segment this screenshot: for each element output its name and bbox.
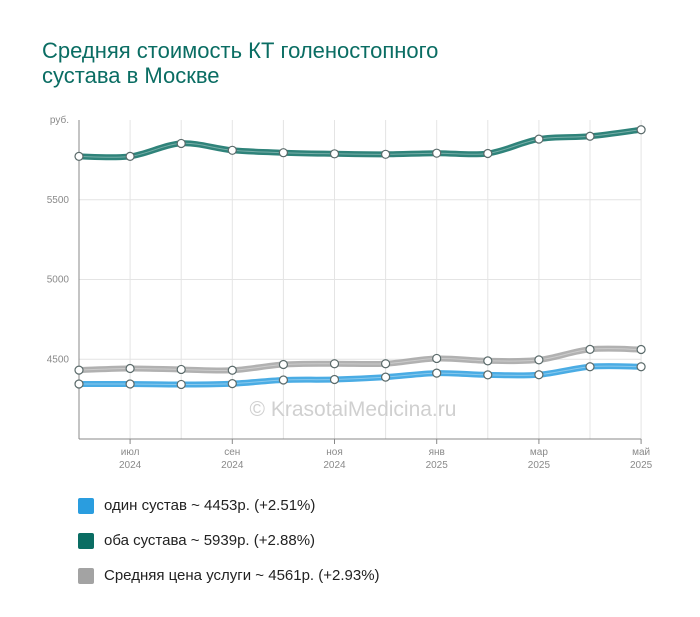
x-tick-month-3: янв bbox=[429, 447, 445, 458]
legend-swatch-2 bbox=[78, 567, 94, 584]
legend-label-2: Средняя цена услуги ~ 4561р. (+2.93%) bbox=[104, 567, 380, 584]
watermark-text: © KrasotaiMedicina.ru bbox=[250, 398, 457, 421]
chart-title-line-1: Средняя стоимость КТ голеностопного bbox=[42, 38, 439, 63]
series-0-point-8[interactable] bbox=[483, 370, 493, 380]
series-markers bbox=[74, 125, 646, 390]
series-2-point-11[interactable] bbox=[636, 344, 646, 355]
series-2-point-10[interactable] bbox=[585, 344, 595, 354]
series-2-point-5[interactable] bbox=[329, 359, 340, 369]
series-0-point-0[interactable] bbox=[74, 379, 84, 389]
legend-item-0[interactable]: один сустав ~ 4453р. (+2.51%) bbox=[78, 488, 380, 523]
series-1-point-9[interactable] bbox=[534, 134, 544, 144]
chart-title: Средняя стоимость КТ голеностопного суст… bbox=[42, 38, 602, 88]
series-2-point-8[interactable] bbox=[483, 356, 493, 366]
series-2-point-2[interactable] bbox=[176, 364, 186, 375]
series-1-point-4[interactable] bbox=[278, 148, 288, 158]
series-0-point-3[interactable] bbox=[227, 379, 237, 389]
x-tick-year-5: 2025 bbox=[630, 460, 653, 471]
series-1-point-8[interactable] bbox=[483, 148, 493, 159]
chart-legend: один сустав ~ 4453р. (+2.51%) оба сустава… bbox=[78, 488, 380, 593]
x-tick-year-3: 2025 bbox=[426, 460, 449, 471]
series-0-point-5[interactable] bbox=[329, 374, 340, 385]
x-tick-year-1: 2024 bbox=[221, 460, 244, 471]
series-line-1 bbox=[76, 126, 645, 161]
legend-swatch-0 bbox=[78, 497, 94, 514]
line-chart: © KrasotaiMedicina.ru 4500 5000 5500 руб. ию… bbox=[47, 114, 653, 471]
series-2-point-7[interactable] bbox=[432, 353, 442, 364]
x-tick-month-2: ноя bbox=[326, 447, 343, 458]
series-lines bbox=[76, 126, 645, 388]
chart-title-line-2: сустава в Москве bbox=[42, 63, 220, 88]
y-tick-label-0: 4500 bbox=[47, 354, 70, 365]
x-tick-year-2: 2024 bbox=[323, 460, 346, 471]
x-tick-month-1: сен bbox=[224, 447, 240, 458]
series-1-point-1[interactable] bbox=[125, 151, 135, 161]
x-tick-month-0: июл bbox=[121, 447, 140, 458]
series-0-point-9[interactable] bbox=[534, 370, 544, 380]
series-2-point-0[interactable] bbox=[74, 365, 84, 375]
x-tick-year-4: 2025 bbox=[528, 460, 551, 471]
series-1-point-6[interactable] bbox=[381, 149, 391, 159]
series-2-point-4[interactable] bbox=[278, 359, 288, 370]
series-1-point-7[interactable] bbox=[432, 148, 442, 158]
y-tick-label-2: 5500 bbox=[47, 195, 70, 206]
series-2-point-1[interactable] bbox=[125, 363, 135, 374]
x-tick-month-4: мар bbox=[530, 447, 548, 458]
series-0-point-11[interactable] bbox=[636, 362, 646, 372]
series-0-point-10[interactable] bbox=[585, 362, 595, 372]
legend-label-0: один сустав ~ 4453р. (+2.51%) bbox=[104, 497, 316, 514]
y-tick-label-1: 5000 bbox=[47, 275, 70, 286]
series-1-point-2[interactable] bbox=[176, 138, 186, 149]
series-1-point-3[interactable] bbox=[227, 145, 237, 155]
series-2-point-3[interactable] bbox=[227, 365, 237, 375]
series-0-point-1[interactable] bbox=[125, 379, 135, 389]
series-1-point-0[interactable] bbox=[74, 151, 84, 161]
series-0-point-4[interactable] bbox=[278, 375, 288, 385]
legend-item-2[interactable]: Средняя цена услуги ~ 4561р. (+2.93%) bbox=[78, 558, 380, 593]
grid-lines bbox=[79, 120, 642, 439]
x-tick-month-5: май bbox=[632, 447, 650, 458]
x-tick-year-0: 2024 bbox=[119, 460, 142, 471]
series-2-point-6[interactable] bbox=[381, 359, 391, 369]
series-0-point-2[interactable] bbox=[176, 379, 186, 390]
series-0-point-6[interactable] bbox=[381, 372, 391, 382]
series-1-point-10[interactable] bbox=[585, 131, 595, 141]
y-unit-label: руб. bbox=[50, 114, 69, 126]
legend-label-1: оба сустава ~ 5939р. (+2.88%) bbox=[104, 532, 316, 549]
axes: 4500 5000 5500 руб. июл 2024 сен 2024 ноя 2024 янв… bbox=[47, 114, 653, 471]
series-0-point-7[interactable] bbox=[432, 368, 442, 378]
series-1-point-5[interactable] bbox=[329, 149, 340, 159]
legend-item-1[interactable]: оба сустава ~ 5939р. (+2.88%) bbox=[78, 523, 380, 558]
legend-swatch-1 bbox=[78, 532, 94, 549]
series-2-point-9[interactable] bbox=[534, 355, 544, 365]
series-1-point-11[interactable] bbox=[636, 125, 646, 135]
